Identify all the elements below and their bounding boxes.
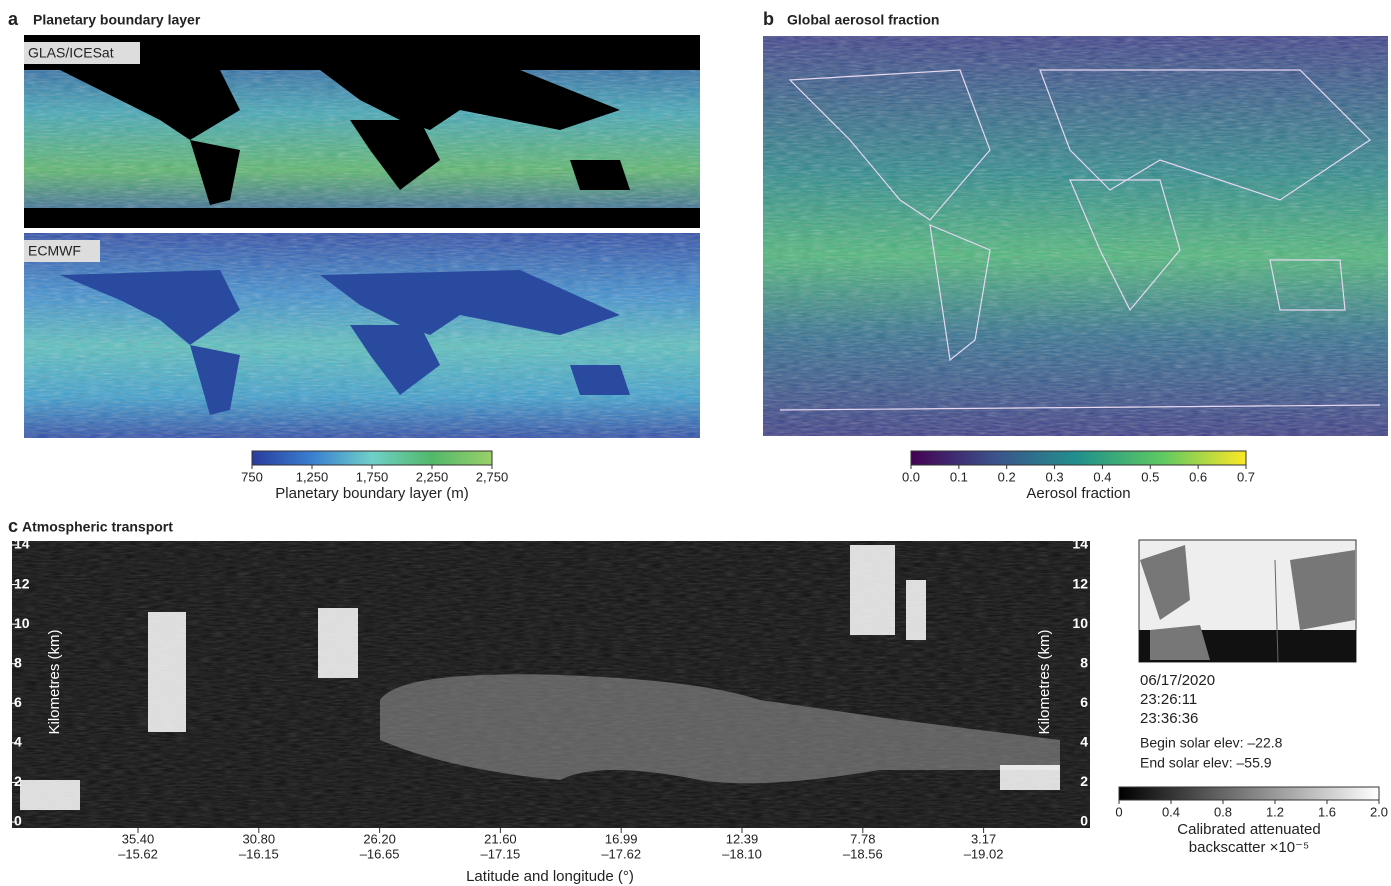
tick-label: 0.5 [1141,469,1159,484]
x-tick-label: –15.62 [118,846,158,861]
x-tick-label: –16.15 [239,846,279,861]
y-tick-label: 2 [1080,773,1088,789]
x-tick-label: –19.02 [964,846,1004,861]
colorbar [1119,787,1379,800]
x-tick-label: 3.17 [971,831,996,846]
y-tick-label: 14 [14,536,30,552]
y-tick-label: 0 [14,813,22,829]
tick-label: 0.7 [1237,469,1255,484]
x-tick-label: –17.15 [481,846,521,861]
tick-label: 1,250 [296,469,329,484]
tick-label: 750 [241,469,263,484]
x-tick-label: 7.78 [850,831,875,846]
y-tick-label: 4 [1080,734,1088,750]
inset-info: Begin solar elev: –22.8 [1140,735,1283,751]
tick-label: 0.0 [902,469,920,484]
y-tick-label: 0 [1080,813,1088,829]
x-tick-label: 35.40 [122,831,155,846]
inset-info: 06/17/2020 [1140,672,1215,689]
x-tick-label: 16.99 [605,831,638,846]
tick-label: 0.2 [998,469,1016,484]
tick-label: 1,750 [356,469,389,484]
x-tick-label: –18.56 [843,846,883,861]
map-label: ECMWF [28,243,81,259]
y-tick-label: 10 [14,615,30,631]
map-label: GLAS/ICESat [28,45,114,61]
tick-label: 0 [1115,804,1122,819]
x-axis-label: Latitude and longitude (°) [466,868,634,885]
inset-info: 23:36:36 [1140,710,1198,727]
x-tick-label: –17.62 [601,846,641,861]
panel-title: Atmospheric transport [22,519,173,535]
x-tick-label: 21.60 [484,831,517,846]
y-tick-label: 8 [1080,654,1088,670]
colorbar-label: Calibrated attenuated [1177,821,1320,838]
tick-label: 1.6 [1318,804,1336,819]
colorbar-label: backscatter ×10⁻⁵ [1189,839,1309,856]
y-tick-label: 14 [1072,536,1088,552]
tick-label: 0.1 [950,469,968,484]
tick-label: 1.2 [1266,804,1284,819]
tick-label: 0.3 [1046,469,1064,484]
map-texture [763,36,1388,436]
panel-title: Global aerosol fraction [787,12,939,28]
panel-letter: b [763,9,774,29]
colorbar [252,451,492,465]
colorbar-label: Aerosol fraction [1026,485,1130,502]
x-tick-label: 12.39 [726,831,759,846]
tick-label: 2.0 [1370,804,1388,819]
y-tick-label: 6 [1080,694,1088,710]
y-tick-label: 12 [1072,575,1088,591]
tick-label: 2,250 [416,469,449,484]
panel-letter: c [8,516,18,536]
x-tick-label: 30.80 [243,831,276,846]
y-tick-label: 6 [14,694,22,710]
y-tick-label: 2 [14,773,22,789]
x-tick-label: –16.65 [360,846,400,861]
colorbar [911,451,1246,465]
y-axis-label: Kilometres (km) [1036,629,1053,734]
y-tick-label: 8 [14,654,22,670]
tick-label: 0.8 [1214,804,1232,819]
inset-info: 23:26:11 [1140,691,1197,708]
panel-title: Planetary boundary layer [33,12,201,28]
tick-label: 0.6 [1189,469,1207,484]
tick-label: 0.4 [1162,804,1180,819]
inset-info: End solar elev: –55.9 [1140,755,1272,771]
x-tick-label: 26.20 [363,831,396,846]
figure: a Planetary boundary layer GLAS/ICESat E… [0,0,1391,886]
tick-label: 2,750 [476,469,509,484]
y-axis-label: Kilometres (km) [46,629,63,734]
y-tick-label: 12 [14,575,30,591]
colorbar-label: Planetary boundary layer (m) [275,485,468,502]
panel-b: b Global aerosol fraction [763,9,1388,436]
x-tick-label: –18.10 [722,846,762,861]
panel-letter: a [8,9,19,29]
y-tick-label: 4 [14,734,22,750]
y-tick-label: 10 [1072,615,1088,631]
panel-a: a Planetary boundary layer GLAS/ICESat E… [8,9,700,438]
tick-label: 0.4 [1093,469,1111,484]
